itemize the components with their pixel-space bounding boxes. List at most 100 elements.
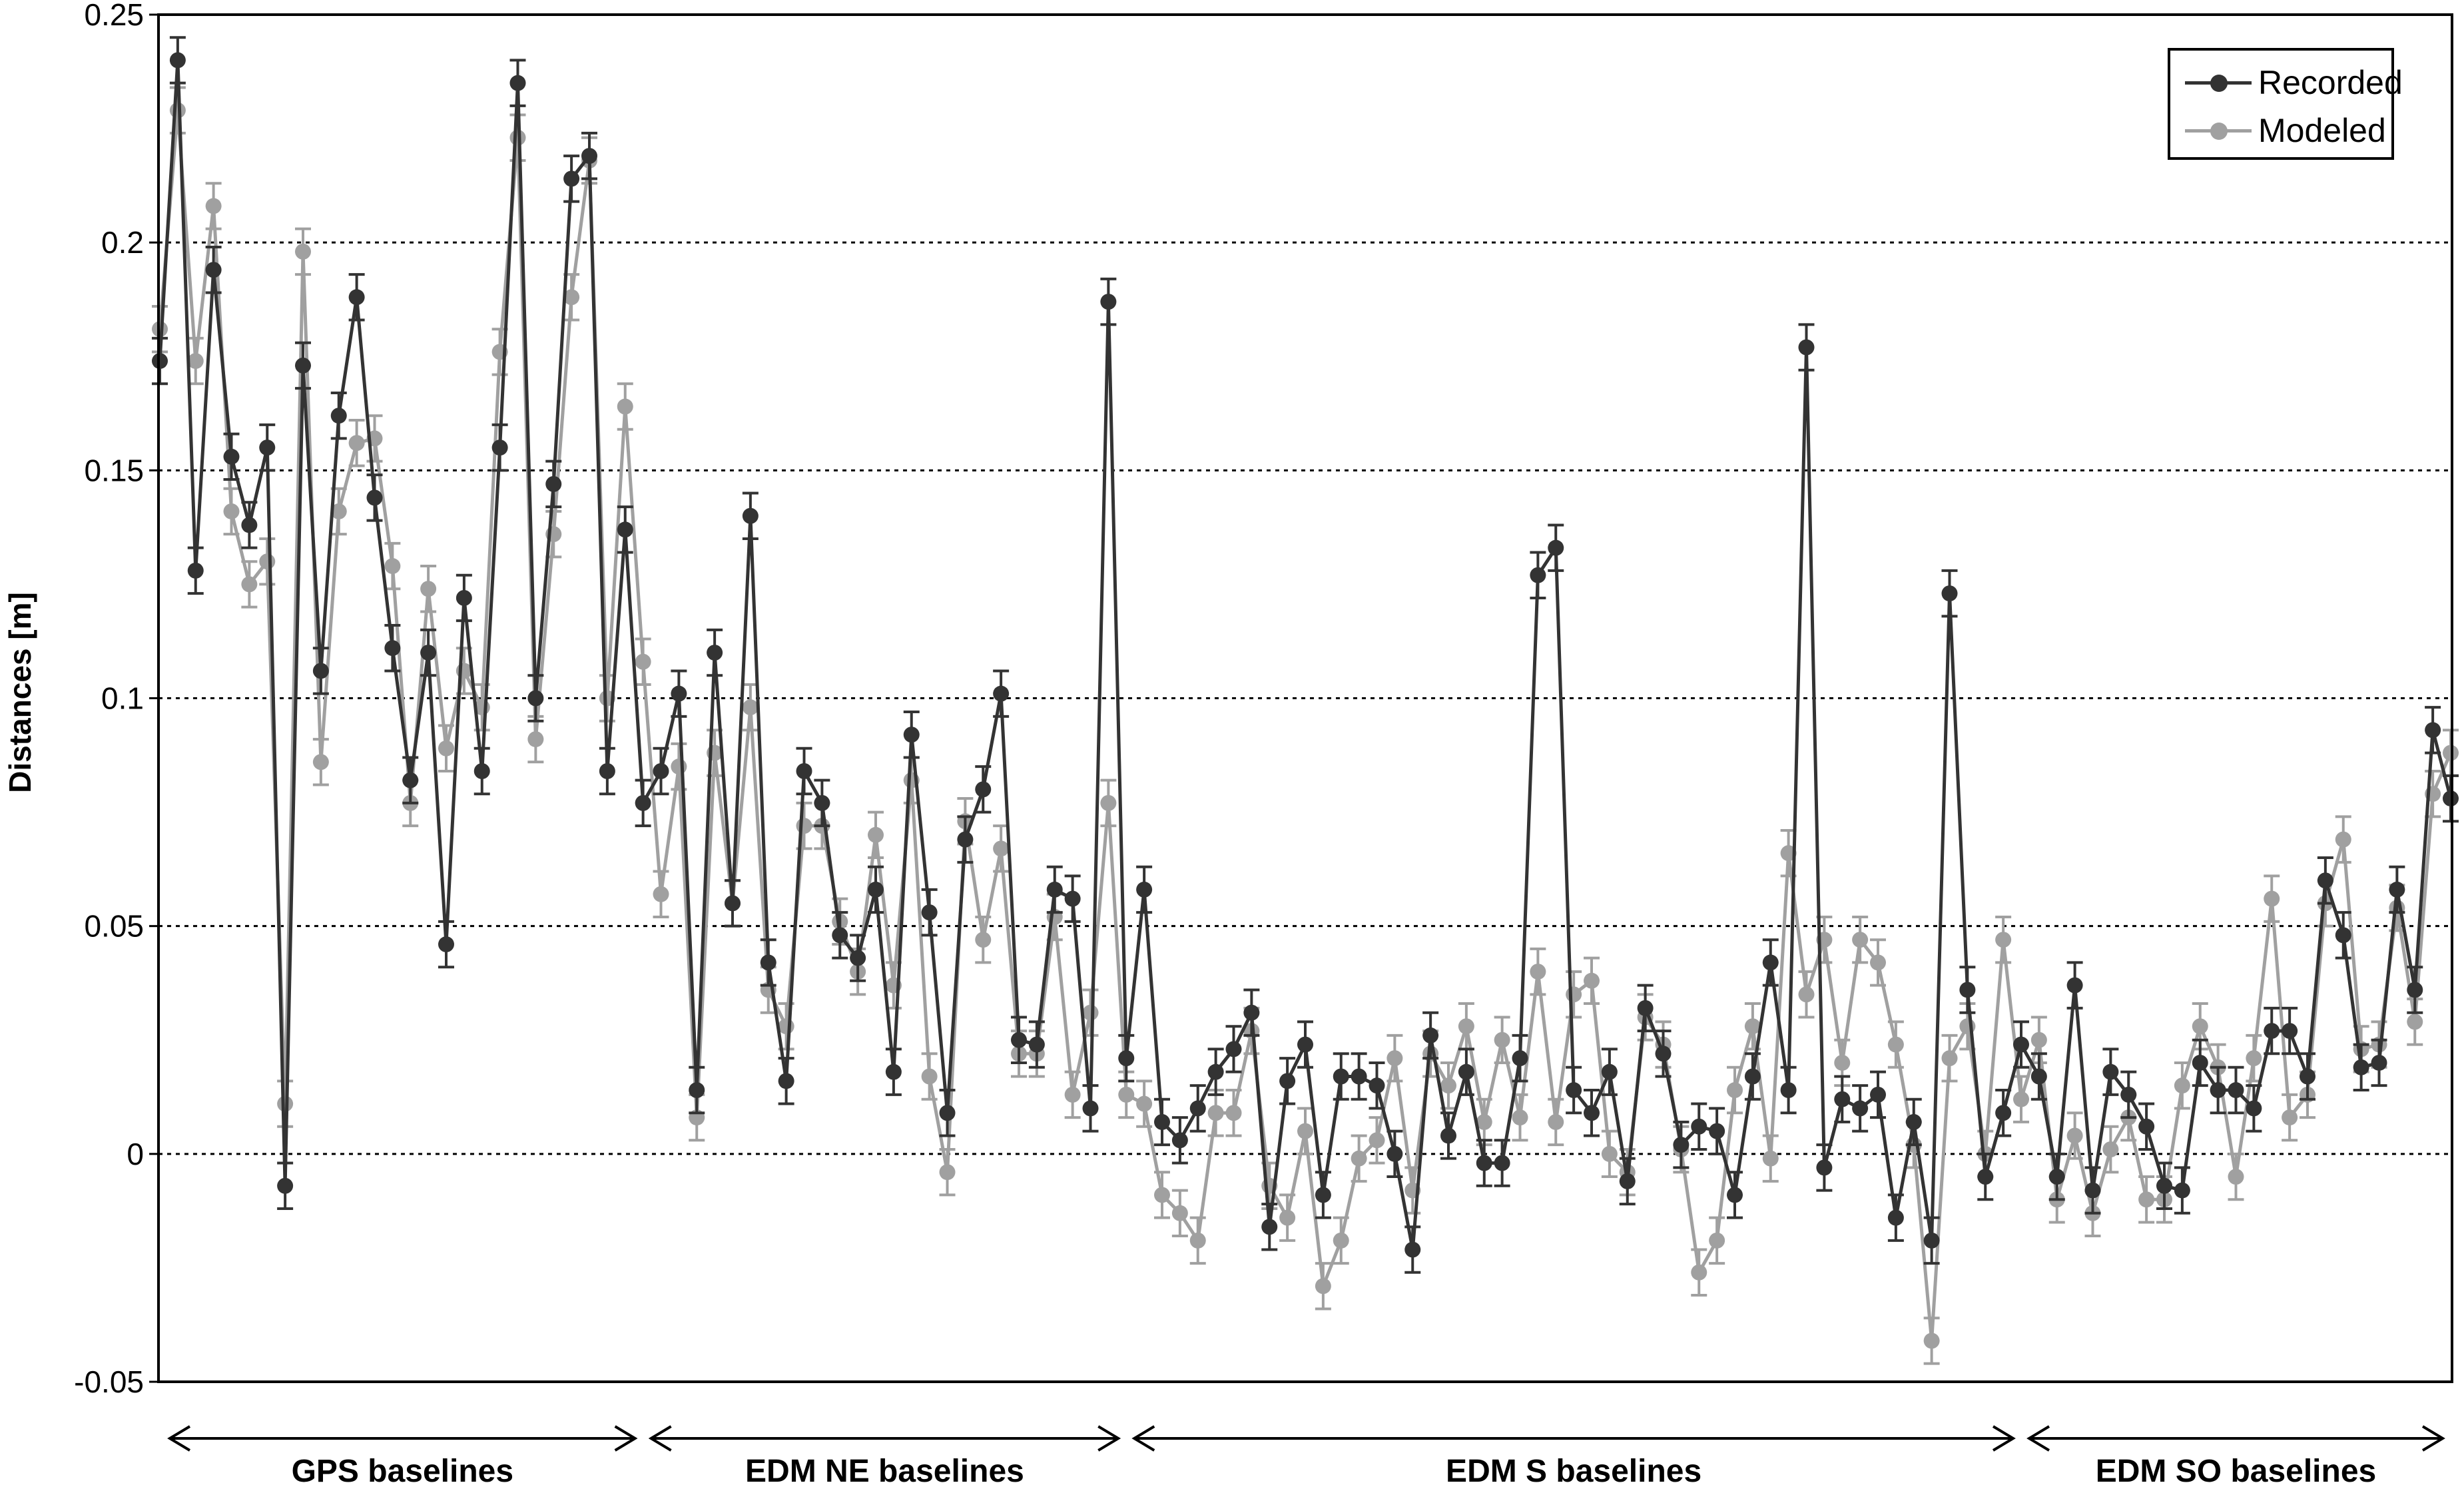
data-point — [1422, 1027, 1439, 1043]
data-point — [1154, 1113, 1170, 1130]
group-gps-baselines: GPS baselines — [167, 1425, 638, 1487]
data-point — [1584, 972, 1600, 989]
data-point — [921, 1068, 938, 1085]
data-point — [563, 170, 580, 187]
data-point — [2084, 1182, 2101, 1199]
y-tick-label: 0 — [127, 1137, 144, 1171]
data-point — [1887, 1036, 1904, 1053]
data-point — [1494, 1155, 1510, 1171]
arrow-head-left — [1131, 1425, 1155, 1452]
data-point — [1941, 1050, 1958, 1067]
data-point — [205, 262, 222, 278]
data-point — [2228, 1169, 2244, 1185]
arrow-head-left — [2026, 1425, 2050, 1452]
data-point — [2048, 1169, 2065, 1185]
data-point — [2066, 1127, 2083, 1144]
data-point — [1727, 1187, 1743, 1203]
series-recorded — [152, 36, 2459, 1274]
data-point — [2192, 1054, 2208, 1071]
data-point — [2282, 1109, 2298, 1126]
data-point — [921, 904, 938, 921]
data-point — [1225, 1105, 1242, 1121]
data-point — [1458, 1018, 1474, 1035]
y-tick-label: -0.05 — [74, 1364, 144, 1399]
legend-label-recorded: Recorded — [2258, 64, 2403, 101]
data-point — [1548, 539, 1564, 556]
data-point — [241, 576, 258, 593]
y-tick-label: 0.05 — [84, 909, 144, 944]
data-point — [1136, 881, 1153, 898]
data-point — [975, 932, 992, 948]
data-point — [1458, 1063, 1474, 1080]
data-point — [2282, 1023, 2298, 1040]
data-point — [169, 52, 186, 69]
data-point — [796, 762, 812, 779]
data-point — [993, 685, 1010, 702]
data-point — [1637, 1000, 1654, 1016]
data-point — [939, 1105, 956, 1121]
data-point — [1386, 1145, 1403, 1162]
data-point — [1905, 1113, 1922, 1130]
data-point — [1709, 1232, 1725, 1249]
y-tick-label: 0.15 — [84, 453, 144, 487]
data-point — [456, 589, 472, 606]
data-point — [384, 558, 401, 575]
data-point — [635, 653, 651, 670]
data-point — [653, 762, 669, 779]
data-point — [1530, 567, 1546, 583]
data-point — [1315, 1278, 1331, 1295]
data-point — [312, 754, 329, 770]
data-point — [1566, 1082, 1582, 1099]
data-point — [1118, 1050, 1135, 1067]
data-point — [1100, 794, 1117, 811]
arrow-head-right — [614, 1425, 638, 1452]
data-point — [1028, 1036, 1045, 1053]
data-point — [223, 448, 240, 465]
data-point — [1082, 1100, 1099, 1117]
data-point — [778, 1018, 794, 1035]
data-point — [509, 75, 526, 91]
data-point — [1297, 1123, 1313, 1139]
data-point — [223, 503, 240, 519]
arrow-head-left — [167, 1425, 191, 1452]
data-point — [1834, 1054, 1851, 1071]
data-point — [187, 562, 204, 579]
data-point — [1601, 1063, 1618, 1080]
data-point — [330, 408, 347, 424]
data-point — [2102, 1141, 2119, 1157]
data-point — [1959, 982, 1976, 998]
data-point — [1923, 1333, 1940, 1349]
data-point — [742, 507, 759, 524]
data-point — [1476, 1113, 1492, 1130]
data-point — [1548, 1113, 1564, 1130]
data-point — [545, 475, 562, 492]
data-point — [1995, 1105, 2012, 1121]
data-point — [599, 762, 615, 779]
data-point — [1225, 1041, 1242, 1057]
data-point — [1404, 1241, 1421, 1258]
data-point — [2389, 881, 2405, 898]
data-point — [707, 645, 723, 661]
data-point — [277, 1177, 294, 1194]
data-point — [2192, 1018, 2208, 1035]
data-point — [1100, 294, 1117, 310]
data-point — [939, 1164, 956, 1181]
data-point — [617, 521, 633, 538]
data-point — [1619, 1173, 1636, 1189]
data-point — [1995, 932, 2012, 948]
data-point — [1369, 1077, 1385, 1094]
data-point — [1351, 1150, 1367, 1167]
data-point — [903, 727, 920, 743]
data-point — [2210, 1082, 2226, 1099]
data-point — [1887, 1209, 1904, 1226]
data-point — [1315, 1187, 1331, 1203]
data-point — [473, 762, 490, 779]
data-point — [2228, 1082, 2244, 1099]
legend-item-modeled: Modeled — [2185, 111, 2386, 150]
y-axis-label: Distances [m] — [3, 592, 37, 793]
data-point — [420, 581, 437, 597]
plot-area-frame — [157, 13, 2453, 1383]
data-point — [868, 826, 884, 843]
data-point — [1673, 1137, 1690, 1153]
